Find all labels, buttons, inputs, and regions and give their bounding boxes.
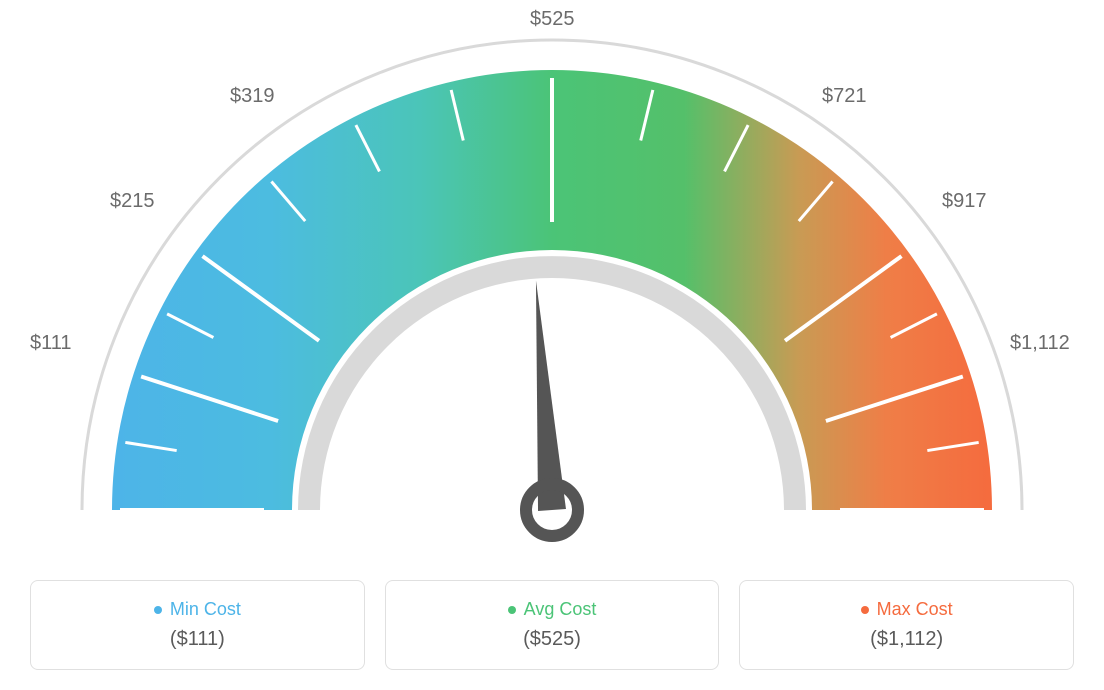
gauge-svg xyxy=(0,0,1104,560)
tick-label: $721 xyxy=(822,85,867,108)
tick-label: $525 xyxy=(530,8,575,31)
tick-label: $319 xyxy=(230,85,275,108)
legend-title-avg: Avg Cost xyxy=(508,599,597,620)
dot-icon xyxy=(861,606,869,614)
legend-value-avg: ($525) xyxy=(396,628,709,651)
tick-label: $111 xyxy=(30,332,72,355)
tick-label: $215 xyxy=(110,190,155,213)
dot-icon xyxy=(154,606,162,614)
legend-card-min: Min Cost ($111) xyxy=(30,580,365,670)
legend-value-max: ($1,112) xyxy=(750,628,1063,651)
gauge-needle xyxy=(536,281,566,511)
legend-row: Min Cost ($111) Avg Cost ($525) Max Cost… xyxy=(0,580,1104,670)
cost-gauge: $111 $215 $319 $525 $721 $917 $1,112 xyxy=(0,0,1104,560)
legend-title-text: Max Cost xyxy=(877,599,953,620)
legend-title-text: Avg Cost xyxy=(524,599,597,620)
legend-title-min: Min Cost xyxy=(154,599,241,620)
legend-card-avg: Avg Cost ($525) xyxy=(385,580,720,670)
legend-title-max: Max Cost xyxy=(861,599,953,620)
tick-label: $917 xyxy=(942,190,987,213)
dot-icon xyxy=(508,606,516,614)
legend-title-text: Min Cost xyxy=(170,599,241,620)
legend-value-min: ($111) xyxy=(41,628,354,651)
tick-label: $1,112 xyxy=(1010,332,1070,355)
legend-card-max: Max Cost ($1,112) xyxy=(739,580,1074,670)
